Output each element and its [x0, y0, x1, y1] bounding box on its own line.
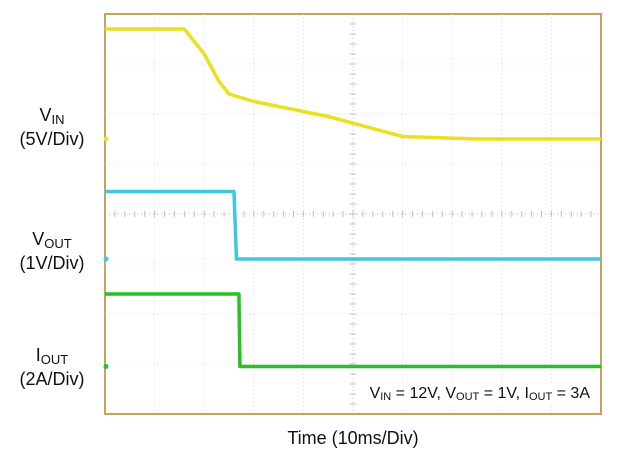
channel-marker: [103, 364, 109, 369]
channel-label-v-out: VOUT (1V/Div): [0, 228, 104, 274]
channel-name: I: [35, 345, 41, 365]
annotation-value: = 1V,: [479, 385, 525, 402]
x-axis-label: Time (10ms/Div): [287, 428, 419, 448]
annotation-value: = 12V,: [391, 385, 446, 402]
channel-scale: (2A/Div): [19, 369, 85, 389]
annotation-symbol: V: [369, 385, 381, 402]
annotation-value: = 3A: [552, 385, 590, 402]
annotation-subscript: IN: [380, 391, 392, 403]
channel-label-i-out: IOUT (2A/Div): [0, 344, 104, 390]
channel-scale: (5V/Div): [19, 129, 85, 149]
channel-subscript: OUT: [40, 352, 69, 367]
channel-label-v-in: VIN (5V/Div): [0, 104, 104, 150]
channel-scale: (1V/Div): [19, 253, 85, 273]
annotation-symbol: I: [524, 385, 529, 402]
grid: [105, 14, 601, 414]
channel-name: V: [39, 105, 52, 125]
traces: [103, 27, 601, 369]
annotation-subscript: OUT: [528, 391, 553, 403]
channel-marker: [103, 256, 109, 262]
annotation-subscript: OUT: [456, 391, 480, 403]
channel-subscript: IN: [51, 112, 65, 127]
channel-marker: [103, 136, 109, 142]
trace-v-out: [105, 189, 601, 261]
annotation-symbol: V: [445, 385, 457, 402]
channel-subscript: OUT: [44, 236, 72, 251]
channel-name: V: [32, 229, 45, 249]
trace-v-in: [105, 27, 601, 141]
test-conditions-annotation: VIN = 12V, VOUT = 1V, IOUT = 3A: [367, 384, 592, 404]
trace-i-out: [105, 292, 601, 369]
